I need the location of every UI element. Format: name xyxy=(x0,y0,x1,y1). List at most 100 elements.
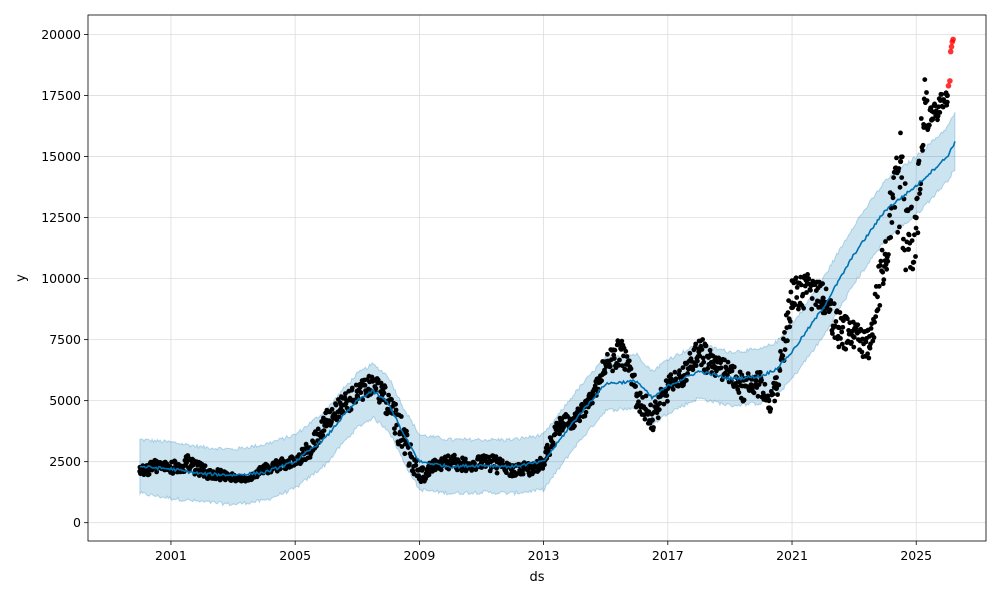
observed-point xyxy=(648,402,653,408)
observed-point xyxy=(876,283,882,289)
observed-point xyxy=(851,334,857,340)
observed-point xyxy=(404,428,409,434)
observed-point xyxy=(780,353,786,359)
observed-point xyxy=(583,409,589,415)
observed-point xyxy=(915,230,921,236)
observed-point xyxy=(370,378,376,384)
x-tick-label: 2025 xyxy=(900,548,932,563)
observed-point xyxy=(883,239,888,244)
observed-point xyxy=(668,372,674,378)
holdout-points-layer xyxy=(945,36,956,89)
observed-point xyxy=(757,370,763,375)
observed-point xyxy=(445,453,451,459)
observed-point xyxy=(823,286,829,292)
observed-point xyxy=(849,339,854,345)
observed-point xyxy=(843,346,849,352)
observed-point xyxy=(902,247,907,253)
x-tick-label: 2001 xyxy=(155,548,187,563)
observed-point xyxy=(877,263,883,268)
observed-point xyxy=(413,462,419,468)
observed-point xyxy=(755,393,761,399)
observed-point xyxy=(892,205,898,210)
observed-point xyxy=(804,290,809,295)
observed-point xyxy=(899,175,905,181)
observed-point xyxy=(623,348,629,354)
observed-point xyxy=(837,310,843,315)
observed-point xyxy=(603,361,609,367)
observed-point xyxy=(396,441,401,447)
observed-point xyxy=(936,104,941,110)
observed-point xyxy=(494,459,500,465)
observed-point xyxy=(320,432,326,438)
observed-point xyxy=(855,322,861,328)
observed-point xyxy=(392,426,397,431)
observed-point xyxy=(657,400,663,406)
observed-point xyxy=(782,330,787,335)
observed-point xyxy=(655,415,661,421)
observed-point xyxy=(509,468,516,474)
observed-point xyxy=(504,470,509,476)
observed-point xyxy=(634,393,640,399)
observed-point xyxy=(882,251,888,257)
observed-point xyxy=(362,382,368,388)
observed-point xyxy=(835,324,842,330)
observed-point xyxy=(909,238,915,244)
observed-point xyxy=(343,391,348,396)
observed-point xyxy=(935,117,940,123)
observed-point xyxy=(553,431,558,437)
observed-point xyxy=(336,414,342,420)
observed-point xyxy=(329,406,335,412)
observed-point xyxy=(398,414,404,419)
observed-point xyxy=(891,175,896,181)
observed-point xyxy=(913,254,918,259)
observed-point xyxy=(707,347,713,353)
observed-point xyxy=(447,459,453,465)
observed-point xyxy=(339,402,345,409)
observed-point xyxy=(905,246,912,252)
observed-point xyxy=(413,458,419,464)
observed-point xyxy=(791,280,797,286)
observed-point xyxy=(557,431,562,437)
observed-point xyxy=(872,319,877,325)
observed-point xyxy=(839,341,845,347)
observed-point xyxy=(794,285,800,290)
observed-point xyxy=(789,300,795,306)
observed-point xyxy=(801,305,806,311)
observed-point xyxy=(836,344,842,350)
observed-point xyxy=(944,99,950,105)
observed-point xyxy=(917,186,923,192)
observed-point xyxy=(917,191,922,197)
observed-point xyxy=(838,336,843,341)
observed-point xyxy=(393,407,399,413)
observed-point xyxy=(751,390,757,396)
observed-point xyxy=(831,301,837,307)
observed-point xyxy=(399,444,405,449)
observed-point xyxy=(602,370,608,376)
observed-point xyxy=(624,354,630,359)
observed-point xyxy=(637,390,643,396)
observed-point xyxy=(700,355,706,361)
observed-point xyxy=(183,459,189,465)
observed-point xyxy=(643,393,649,399)
observed-point xyxy=(382,384,388,390)
observed-point xyxy=(935,113,941,119)
observed-point xyxy=(703,343,709,349)
observed-point xyxy=(452,452,457,458)
observed-point xyxy=(329,419,334,425)
observed-point xyxy=(913,215,919,221)
observed-point xyxy=(725,359,731,365)
observed-point xyxy=(722,357,727,363)
observed-point xyxy=(656,407,662,412)
observed-point xyxy=(725,372,730,378)
observed-point xyxy=(859,349,865,355)
observed-point xyxy=(851,344,857,350)
observed-point xyxy=(664,393,670,398)
observed-point xyxy=(901,236,906,242)
observed-point xyxy=(416,476,422,482)
observed-point xyxy=(880,269,886,275)
observed-point xyxy=(830,331,835,336)
observed-point xyxy=(386,392,391,398)
observed-point xyxy=(315,426,321,432)
observed-point xyxy=(354,393,360,399)
